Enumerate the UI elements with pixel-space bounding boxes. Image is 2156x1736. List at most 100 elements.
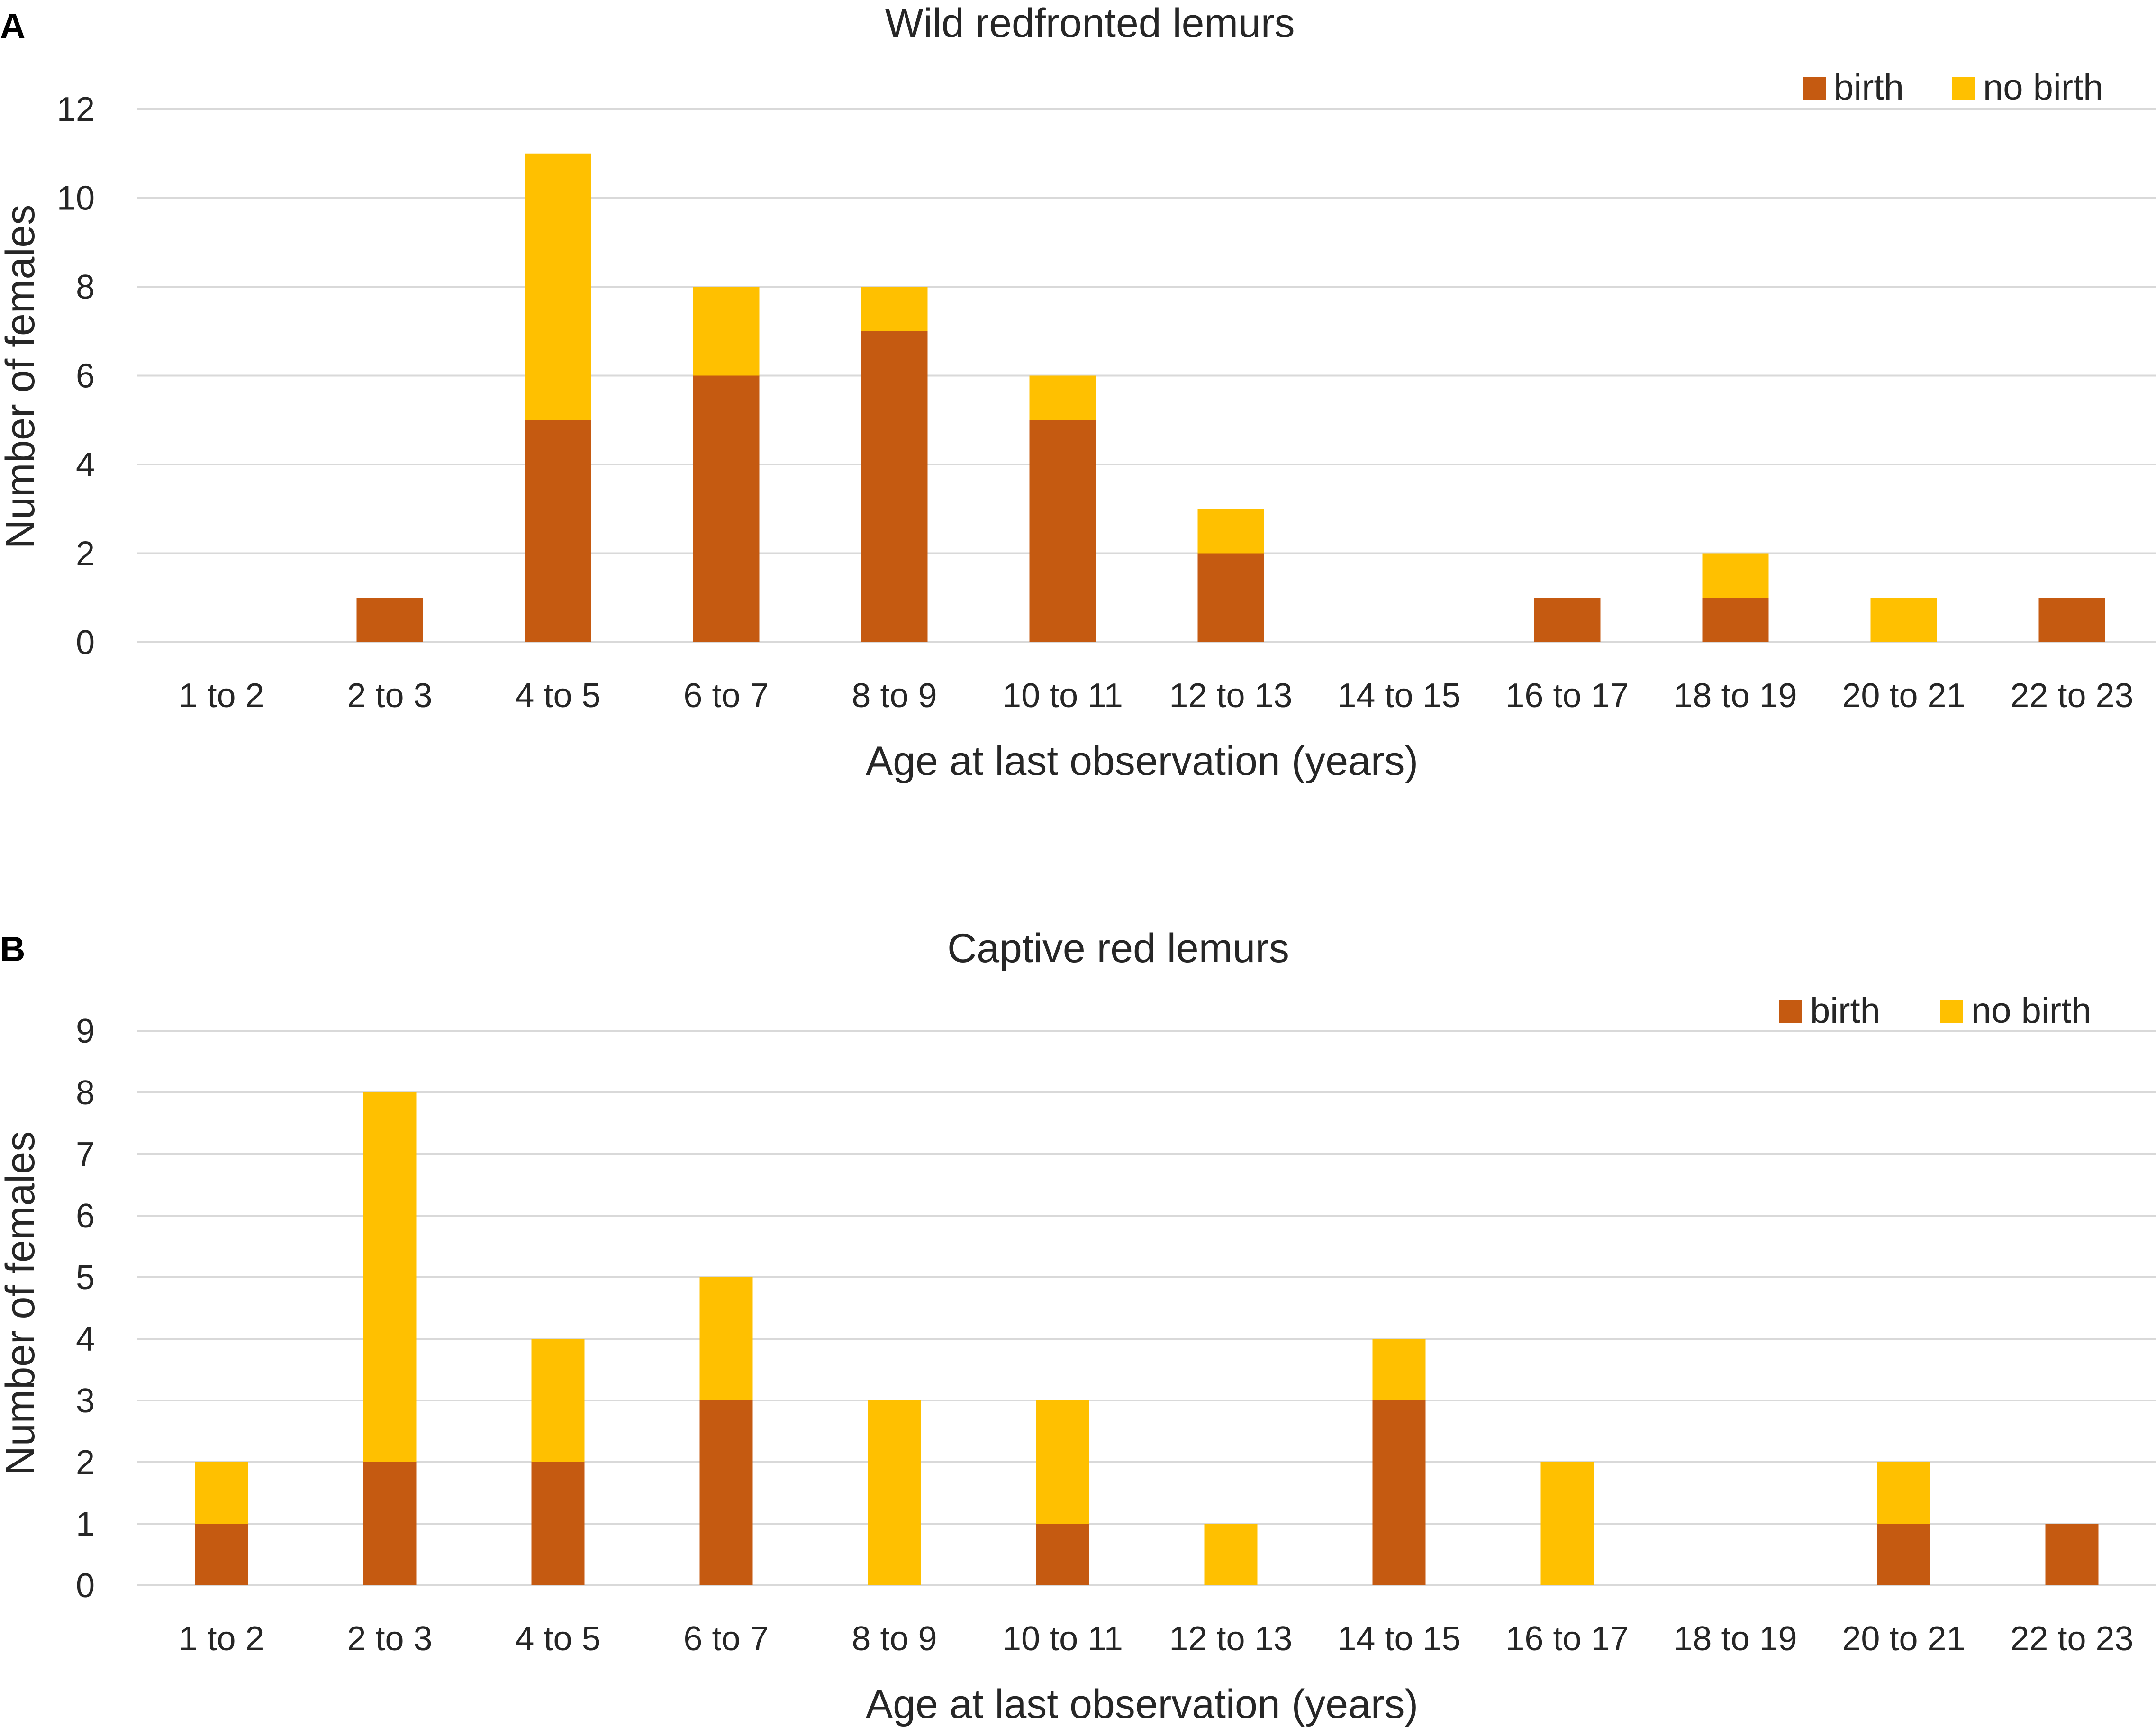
y-tick-label: 0: [76, 1567, 95, 1605]
bar-no-birth: [1877, 1462, 1930, 1524]
x-tick-labels-b: 1 to 2 2 to 3 4 to 5 6 to 7 8 to 9 10 to 11 12…: [179, 1620, 2133, 1658]
bar-birth: [861, 331, 928, 642]
y-tick-label: 7: [76, 1136, 95, 1173]
legend-a: birth no birth: [1803, 67, 2103, 108]
x-tick-label: 8 to 9: [852, 1620, 937, 1658]
chart-title-a: Wild redfronted lemurs: [885, 0, 1295, 46]
bar-no-birth: [531, 1339, 585, 1462]
x-tick-label: 20 to 21: [1842, 1620, 1965, 1658]
bar-birth: [1029, 420, 1096, 642]
legend-swatch-birth-a: [1803, 77, 1826, 100]
bar-no-birth: [1204, 1524, 1258, 1585]
bar-no-birth: [1036, 1400, 1089, 1524]
x-tick-label: 12 to 13: [1169, 677, 1292, 715]
legend-label-no-birth-a: no birth: [1983, 67, 2103, 108]
x-tick-label: 4 to 5: [515, 1620, 600, 1658]
y-tick-label: 4: [76, 1320, 95, 1358]
chart-panel-a: A Wild redfronted lemurs 0 2 4 6 8 10 12 1 to …: [0, 0, 2156, 784]
x-tick-label: 10 to 11: [1002, 1620, 1123, 1658]
bars-a: [356, 153, 2105, 642]
panel-label-a: A: [0, 6, 25, 45]
x-tick-label: 22 to 23: [2010, 1620, 2133, 1658]
legend-swatch-no-birth-a: [1952, 77, 1975, 100]
y-tick-label: 8: [76, 1074, 95, 1112]
bars-b: [195, 1092, 2099, 1585]
bar-no-birth: [1702, 553, 1769, 598]
bar-birth: [525, 420, 591, 642]
y-tick-label: 6: [76, 357, 95, 395]
bar-birth: [1372, 1400, 1426, 1585]
x-tick-labels-a: 1 to 2 2 to 3 4 to 5 6 to 7 8 to 9 10 to 11 12…: [179, 677, 2133, 715]
bar-birth: [699, 1400, 753, 1585]
y-tick-label: 1: [76, 1505, 95, 1543]
y-tick-labels-b: 0 1 2 3 4 5 6 7 8 9: [76, 1012, 95, 1605]
bar-no-birth: [1870, 598, 1937, 642]
bar-birth: [2045, 1524, 2099, 1585]
y-tick-label: 3: [76, 1382, 95, 1420]
bar-birth: [1702, 598, 1769, 642]
x-tick-label: 14 to 15: [1337, 1620, 1460, 1658]
bar-birth: [195, 1524, 248, 1585]
y-tick-label: 8: [76, 268, 95, 306]
bar-birth: [1877, 1524, 1930, 1585]
legend-swatch-no-birth-b: [1940, 1000, 1963, 1023]
y-tick-label: 6: [76, 1197, 95, 1235]
gridlines-b: [137, 1030, 2156, 1586]
bar-birth: [363, 1462, 417, 1585]
legend-label-birth-b: birth: [1810, 991, 1880, 1031]
y-tick-label: 0: [76, 624, 95, 662]
x-tick-label: 2 to 3: [347, 1620, 432, 1658]
chart-panel-b: B Captive red lemurs 0 1 2 3 4 5 6 7 8 9 1 to 2 2 …: [0, 926, 2156, 1727]
bar-no-birth: [699, 1277, 753, 1400]
bar-no-birth: [525, 153, 591, 420]
legend-b: birth no birth: [1779, 991, 2092, 1031]
y-tick-label: 2: [76, 1444, 95, 1482]
x-tick-label: 18 to 19: [1674, 677, 1797, 715]
y-tick-label: 2: [76, 535, 95, 573]
x-tick-label: 18 to 19: [1674, 1620, 1797, 1658]
bar-birth: [2038, 598, 2105, 642]
x-axis-title-a: Age at last observation (years): [866, 738, 1418, 784]
x-tick-label: 6 to 7: [683, 677, 769, 715]
bar-no-birth: [195, 1462, 248, 1524]
bar-birth: [1534, 598, 1601, 642]
panel-label-b: B: [0, 929, 25, 969]
chart-title-b: Captive red lemurs: [947, 926, 1289, 971]
bar-no-birth: [868, 1400, 921, 1585]
bar-no-birth: [1197, 509, 1264, 554]
x-tick-label: 12 to 13: [1169, 1620, 1292, 1658]
bar-birth: [1197, 553, 1264, 642]
y-tick-label: 5: [76, 1259, 95, 1297]
x-tick-label: 16 to 17: [1505, 677, 1629, 715]
x-tick-label: 14 to 15: [1337, 677, 1460, 715]
bar-birth: [356, 598, 423, 642]
x-tick-label: 20 to 21: [1842, 677, 1965, 715]
y-axis-title-b: Number of females: [0, 1131, 43, 1476]
bar-no-birth: [1029, 375, 1096, 420]
x-tick-label: 6 to 7: [683, 1620, 769, 1658]
bar-no-birth: [1372, 1339, 1426, 1400]
bar-birth: [693, 375, 760, 642]
bar-birth: [1036, 1524, 1089, 1585]
y-tick-label: 10: [57, 180, 95, 218]
bar-no-birth: [1540, 1462, 1594, 1585]
x-tick-label: 1 to 2: [179, 1620, 264, 1658]
x-tick-label: 8 to 9: [852, 677, 937, 715]
y-tick-label: 12: [57, 91, 95, 128]
gridlines-a: [137, 108, 2156, 643]
y-tick-label: 4: [76, 446, 95, 484]
bar-birth: [531, 1462, 585, 1585]
legend-swatch-birth-b: [1779, 1000, 1802, 1023]
x-tick-label: 16 to 17: [1505, 1620, 1629, 1658]
x-tick-label: 4 to 5: [515, 677, 600, 715]
legend-label-birth-a: birth: [1834, 67, 1904, 108]
bar-no-birth: [861, 287, 928, 331]
x-tick-label: 2 to 3: [347, 677, 432, 715]
bar-no-birth: [693, 287, 760, 376]
x-axis-title-b: Age at last observation (years): [866, 1681, 1418, 1727]
legend-label-no-birth-b: no birth: [1971, 991, 2092, 1031]
x-tick-label: 1 to 2: [179, 677, 264, 715]
bar-no-birth: [363, 1092, 417, 1462]
x-tick-label: 22 to 23: [2010, 677, 2133, 715]
